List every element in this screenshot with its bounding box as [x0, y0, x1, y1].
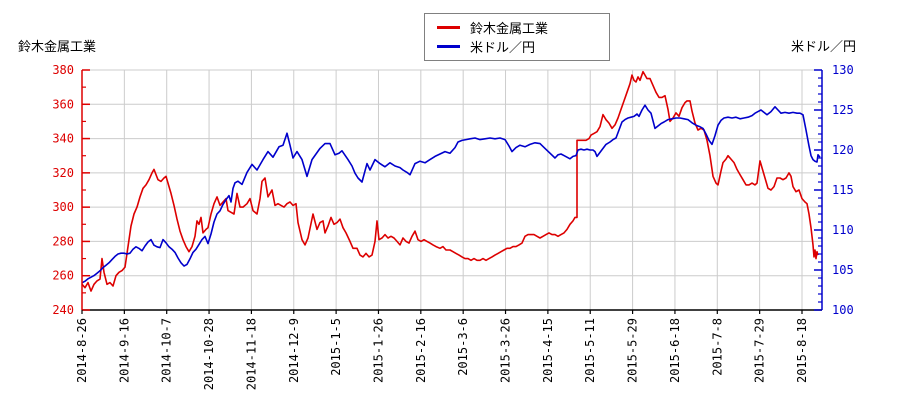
blue-series-line: [81, 104, 821, 284]
left-tick-label: 380: [52, 63, 74, 77]
legend-label-stock: 鈴木金属工業: [470, 22, 549, 37]
x-tick-label: 2014-10-7: [160, 318, 174, 383]
x-tick-label: 2014-9-16: [117, 318, 131, 383]
legend-item-stock: 鈴木金属工業: [437, 18, 609, 37]
x-tick-label: 2015-2-16: [414, 318, 428, 383]
right-tick-label: 130: [832, 63, 854, 77]
right-tick-label: 100: [832, 303, 854, 317]
left-tick-label: 320: [52, 166, 74, 180]
right-tick-label: 125: [832, 103, 854, 117]
x-tick-label: 2014-11-18: [244, 318, 258, 390]
left-tick-label: 300: [52, 200, 74, 214]
left-tick-label: 280: [52, 234, 74, 248]
legend-item-usdjpy: 米ドル／円: [437, 37, 609, 56]
right-tick-label: 110: [832, 223, 854, 237]
left-tick-label: 340: [52, 132, 74, 146]
left-tick-label: 240: [52, 303, 74, 317]
right-axis-title: 米ドル／円: [790, 40, 856, 55]
left-axis-title: 鈴木金属工業: [18, 40, 97, 55]
legend-label-usdjpy: 米ドル／円: [470, 41, 536, 56]
legend: 鈴木金属工業 米ドル／円: [424, 13, 610, 61]
x-tick-label: 2015-5-29: [626, 318, 640, 383]
red-line-swatch: [437, 26, 460, 29]
x-tick-label: 2015-3-6: [456, 318, 470, 376]
x-tick-label: 2014-8-26: [75, 318, 89, 383]
left-tick-label: 360: [52, 97, 74, 111]
x-tick-label: 2015-1-5: [329, 318, 343, 376]
x-tick-label: 2014-12-9: [287, 318, 301, 383]
right-tick-label: 115: [832, 183, 854, 197]
right-tick-label: 105: [832, 263, 854, 277]
x-tick-label: 2015-3-26: [499, 318, 513, 383]
x-tick-label: 2015-4-15: [541, 318, 555, 383]
left-tick-label: 260: [52, 269, 74, 283]
right-tick-label: 120: [832, 143, 854, 157]
x-tick-label: 2015-6-18: [668, 318, 682, 383]
blue-line-swatch: [437, 45, 460, 48]
x-tick-label: 2015-1-26: [371, 318, 385, 383]
x-tick-label: 2015-8-18: [795, 318, 809, 383]
x-tick-label: 2015-7-29: [753, 318, 767, 383]
x-tick-label: 2014-10-28: [202, 318, 216, 390]
x-tick-label: 2015-5-11: [583, 318, 597, 383]
red-series-line: [81, 70, 819, 292]
x-tick-label: 2015-7-8: [710, 318, 724, 376]
